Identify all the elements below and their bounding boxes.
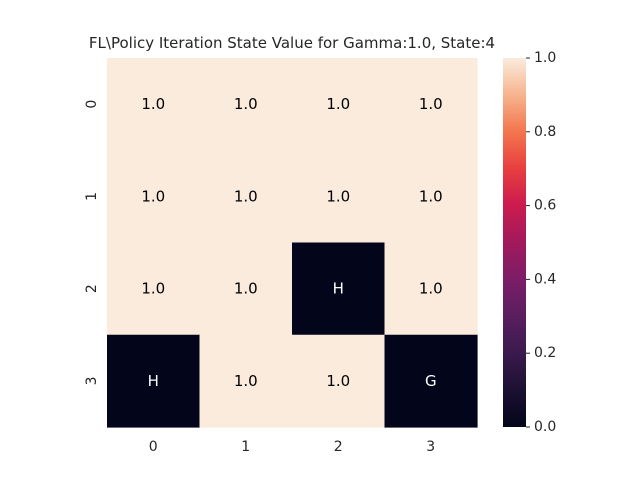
heatmap-cell-0-1 xyxy=(199,58,293,151)
heatmap-cell-0-2 xyxy=(292,58,386,151)
colorbar-tick-label-0: 0.0 xyxy=(534,419,556,435)
cell-annotation-1-2: 1.0 xyxy=(326,187,350,205)
cell-annotation-0-1: 1.0 xyxy=(234,95,258,113)
cell-annotation-2-2: H xyxy=(333,280,344,298)
cell-annotation-2-1: 1.0 xyxy=(234,280,258,298)
heatmap-cell-1-3 xyxy=(384,150,478,244)
cell-annotation-0-0: 1.0 xyxy=(141,95,165,113)
heatmap-cell-3-2 xyxy=(292,334,386,428)
y-tick-label-0: 0 xyxy=(84,100,100,109)
x-tick-label-0: 0 xyxy=(149,439,158,455)
heatmap-cells xyxy=(107,58,478,428)
cell-annotation-3-3: G xyxy=(425,372,437,390)
cell-annotation-0-3: 1.0 xyxy=(419,95,443,113)
colorbar-tick-label-5: 1.0 xyxy=(534,50,556,66)
x-tick-label-3: 3 xyxy=(426,439,435,455)
colorbar-tick-label-2: 0.4 xyxy=(534,271,556,287)
heatmap-cell-2-3 xyxy=(384,242,478,336)
heatmap-cell-1-1 xyxy=(199,150,293,244)
heatmap-cell-3-0 xyxy=(107,334,201,428)
heatmap-cell-1-0 xyxy=(107,150,201,244)
heatmap-cell-3-1 xyxy=(199,334,293,428)
cell-annotation-0-2: 1.0 xyxy=(326,95,350,113)
cell-annotation-1-1: 1.0 xyxy=(234,187,258,205)
cell-annotation-3-0: H xyxy=(148,372,159,390)
colorbar-tick-label-4: 0.8 xyxy=(534,124,556,140)
cell-annotations: 1.0 1.0 1.0 1.0 1.0 1.0 1.0 1.0 1.0 1.0 H 1.0 H 1.0 1.… xyxy=(141,95,442,390)
heatmap-cell-0-0 xyxy=(107,58,201,151)
heatmap-cell-1-2 xyxy=(292,150,386,244)
cell-annotation-2-3: 1.0 xyxy=(419,280,443,298)
cell-annotation-2-0: 1.0 xyxy=(141,280,165,298)
colorbar-ticks: 0.0 0.2 0.4 0.6 0.8 1.0 xyxy=(526,50,556,435)
heatmap-cell-2-1 xyxy=(199,242,293,336)
x-tick-label-1: 1 xyxy=(241,439,250,455)
x-axis-ticks: 0 1 2 3 xyxy=(149,439,435,455)
cell-annotation-3-1: 1.0 xyxy=(234,372,258,390)
colorbar-tick-label-1: 0.2 xyxy=(534,345,556,361)
colorbar-tick-label-3: 0.6 xyxy=(534,198,556,214)
y-tick-label-1: 1 xyxy=(84,192,100,201)
y-tick-label-2: 2 xyxy=(84,284,100,293)
heatmap-cell-0-3 xyxy=(384,58,478,151)
heatmap-cell-2-2 xyxy=(292,242,386,336)
y-axis-ticks: 0 1 2 3 xyxy=(84,100,100,386)
y-tick-label-3: 3 xyxy=(84,376,100,385)
heatmap-cell-3-3 xyxy=(384,334,478,428)
cell-annotation-1-0: 1.0 xyxy=(141,187,165,205)
cell-annotation-3-2: 1.0 xyxy=(326,372,350,390)
chart-title: FL\Policy Iteration State Value for Gamm… xyxy=(89,34,495,52)
heatmap-cell-2-0 xyxy=(107,242,201,336)
x-tick-label-2: 2 xyxy=(334,439,343,455)
colorbar xyxy=(503,58,526,427)
cell-annotation-1-3: 1.0 xyxy=(419,187,443,205)
